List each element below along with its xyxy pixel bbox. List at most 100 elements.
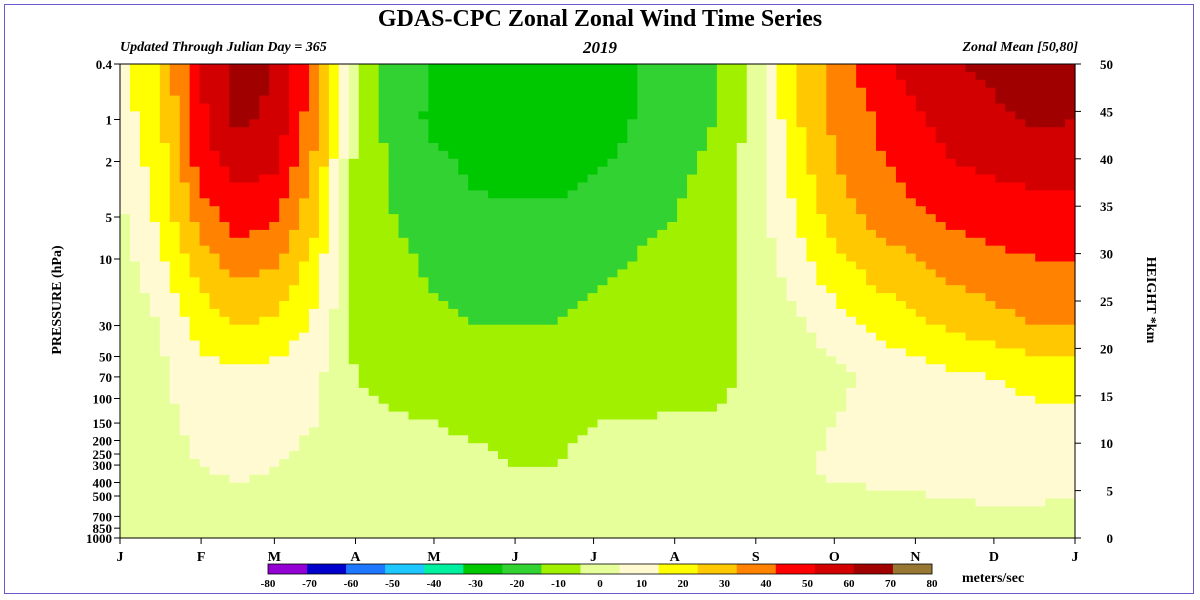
colorbar-units-label: meters/sec	[962, 571, 1025, 586]
contour-cell	[617, 222, 628, 231]
contour-cell	[1035, 95, 1046, 105]
contour-cell	[468, 174, 479, 184]
contour-cell	[866, 443, 877, 452]
contour-cell	[149, 459, 161, 468]
contour-cell	[478, 316, 489, 326]
contour-cell	[468, 395, 479, 405]
contour-cell	[458, 269, 469, 278]
contour-cell	[189, 214, 201, 223]
contour-cell	[836, 348, 847, 357]
contour-cell	[816, 64, 827, 73]
contour-cell	[637, 166, 648, 176]
contour-cell	[647, 277, 658, 286]
contour-cell	[687, 427, 698, 436]
contour-cell	[388, 466, 400, 476]
contour-cell	[985, 301, 997, 310]
contour-cell	[567, 158, 579, 168]
contour-cell	[607, 166, 618, 176]
contour-cell	[408, 435, 420, 444]
contour-cell	[498, 150, 509, 160]
contour-cell	[179, 103, 191, 112]
contour-cell	[289, 380, 300, 389]
contour-cell	[557, 348, 569, 357]
contour-cell	[318, 64, 330, 73]
contour-cell	[826, 166, 837, 176]
contour-cell	[219, 269, 231, 278]
contour-cell	[796, 135, 808, 144]
contour-cell	[259, 324, 270, 334]
contour-cell	[120, 79, 131, 89]
contour-cell	[836, 387, 847, 397]
contour-cell	[915, 364, 927, 373]
contour-cell	[279, 166, 290, 176]
contour-cell	[687, 135, 698, 144]
contour-cell	[408, 451, 420, 460]
contour-cell	[129, 87, 141, 97]
contour-cell	[458, 87, 469, 97]
contour-cell	[338, 293, 350, 302]
contour-cell	[358, 308, 370, 318]
contour-cell	[905, 324, 917, 334]
contour-cell	[786, 285, 798, 294]
contour-cell	[199, 380, 211, 389]
contour-cell	[498, 261, 509, 270]
contour-cell	[199, 332, 211, 342]
contour-cell	[736, 174, 748, 184]
contour-cell	[567, 198, 579, 207]
contour-cell	[398, 269, 410, 278]
contour-cell	[776, 206, 788, 215]
contour-cell	[915, 387, 927, 397]
contour-cell	[418, 103, 429, 112]
contour-cell	[199, 245, 211, 255]
contour-cell	[388, 277, 400, 286]
contour-cell	[617, 403, 628, 413]
contour-cell	[786, 214, 798, 223]
contour-cell	[328, 174, 340, 184]
contour-cell	[965, 403, 977, 413]
contour-cell	[279, 419, 290, 428]
contour-cell	[696, 71, 708, 81]
contour-cell	[547, 332, 559, 342]
contour-cell	[577, 293, 589, 302]
contour-cell	[647, 71, 658, 81]
contour-cell	[478, 380, 489, 389]
contour-cell	[120, 166, 131, 176]
contour-cell	[507, 403, 519, 413]
contour-cell	[826, 387, 837, 397]
contour-cell	[856, 127, 867, 136]
contour-cell	[557, 79, 569, 89]
contour-cell	[617, 198, 628, 207]
contour-cell	[139, 135, 151, 144]
contour-cell	[895, 87, 907, 97]
contour-cell	[657, 285, 668, 294]
contour-cell	[368, 79, 380, 89]
contour-cell	[239, 451, 250, 460]
contour-cell	[1055, 222, 1066, 231]
contour-cell	[687, 466, 698, 476]
contour-cell	[587, 103, 599, 112]
contour-cell	[925, 182, 937, 191]
contour-cell	[249, 64, 260, 73]
contour-cell	[607, 245, 618, 255]
contour-cell	[488, 459, 499, 468]
contour-cell	[866, 206, 877, 215]
contour-cell	[448, 364, 459, 373]
contour-cell	[498, 245, 509, 255]
contour-cell	[488, 237, 499, 247]
contour-cell	[219, 190, 231, 199]
contour-cell	[826, 419, 837, 428]
contour-cell	[687, 301, 698, 310]
contour-cell	[219, 71, 231, 81]
contour-cell	[915, 253, 927, 263]
contour-cell	[995, 435, 1006, 444]
contour-cell	[547, 285, 559, 294]
contour-cell	[677, 253, 688, 263]
contour-cell	[517, 459, 529, 468]
contour-cell	[458, 237, 469, 247]
contour-cell	[1015, 443, 1026, 452]
contour-cell	[856, 308, 867, 318]
contour-cell	[786, 411, 798, 421]
contour-cell	[358, 443, 370, 452]
contour-cell	[1055, 150, 1066, 160]
contour-cell	[309, 435, 320, 444]
